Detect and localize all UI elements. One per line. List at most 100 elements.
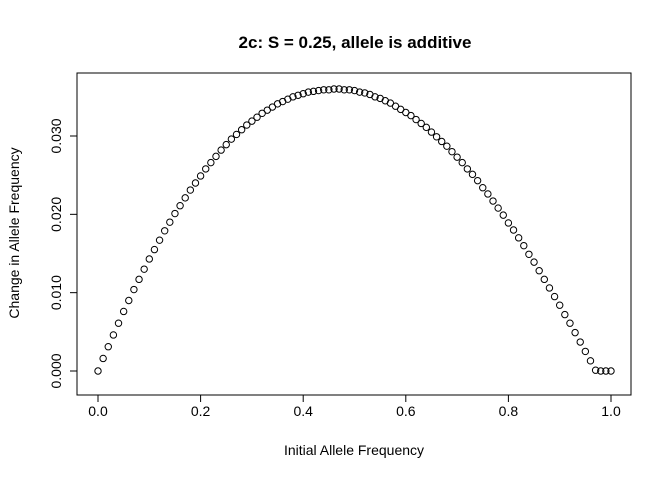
data-point bbox=[294, 91, 302, 99]
data-point bbox=[340, 86, 348, 94]
plot-frame bbox=[76, 72, 632, 396]
data-point bbox=[494, 204, 502, 212]
x-tick-label: 0.0 bbox=[88, 403, 108, 419]
data-point bbox=[540, 275, 549, 284]
data-point bbox=[514, 234, 523, 242]
data-point bbox=[345, 86, 354, 94]
data-point bbox=[412, 115, 420, 124]
x-tick-label: 0.6 bbox=[396, 403, 416, 419]
x-axis: 0.0 0.2 0.4 0.6 0.8 1.0 bbox=[88, 394, 621, 419]
data-point bbox=[125, 296, 133, 305]
data-point bbox=[119, 307, 128, 316]
y-tick-label: 0.000 bbox=[48, 353, 64, 388]
data-point bbox=[289, 93, 297, 101]
data-point bbox=[591, 366, 600, 374]
data-point bbox=[212, 152, 220, 161]
data-point bbox=[181, 194, 189, 202]
data-point bbox=[104, 343, 112, 351]
y-axis-label: Change in Allele Frequency bbox=[6, 147, 22, 318]
data-point bbox=[473, 176, 482, 185]
data-point bbox=[243, 121, 251, 129]
data-point bbox=[150, 245, 159, 254]
data-point bbox=[458, 158, 466, 167]
x-tick-label: 0.2 bbox=[191, 403, 211, 419]
data-point bbox=[432, 133, 441, 141]
data-point bbox=[202, 165, 210, 173]
data-point bbox=[586, 357, 595, 365]
data-point bbox=[304, 88, 313, 96]
data-points bbox=[94, 85, 615, 375]
data-point bbox=[248, 117, 256, 125]
data-point bbox=[371, 93, 379, 101]
data-point bbox=[417, 119, 425, 128]
data-point bbox=[171, 209, 179, 218]
data-point bbox=[550, 292, 559, 301]
data-point bbox=[186, 186, 195, 194]
data-point bbox=[602, 367, 610, 375]
data-point bbox=[545, 284, 554, 292]
data-point bbox=[176, 202, 184, 210]
y-axis: 0.000 0.010 0.020 0.030 bbox=[48, 118, 78, 389]
chart-title: 2c: S = 0.25, allele is additive bbox=[239, 33, 472, 52]
data-point bbox=[499, 211, 507, 219]
data-point bbox=[222, 140, 230, 149]
data-point bbox=[571, 328, 579, 337]
data-point bbox=[232, 130, 241, 139]
data-point bbox=[484, 190, 492, 198]
data-point bbox=[530, 258, 538, 266]
data-point bbox=[535, 267, 543, 275]
data-point bbox=[520, 241, 528, 250]
data-point bbox=[155, 236, 164, 244]
data-point bbox=[561, 310, 569, 319]
data-point bbox=[145, 255, 154, 263]
data-point bbox=[135, 275, 143, 284]
data-point bbox=[463, 165, 472, 173]
data-point bbox=[335, 85, 343, 93]
data-point bbox=[453, 153, 461, 161]
y-tick-label: 0.010 bbox=[48, 275, 64, 310]
data-point bbox=[217, 146, 225, 154]
data-point bbox=[237, 126, 246, 134]
data-point bbox=[130, 285, 138, 294]
data-point bbox=[566, 319, 574, 327]
data-point bbox=[350, 86, 359, 95]
data-point bbox=[597, 367, 605, 375]
data-point bbox=[607, 367, 615, 375]
data-point bbox=[438, 137, 446, 146]
data-point bbox=[299, 90, 307, 98]
data-point bbox=[361, 89, 369, 97]
x-tick-label: 1.0 bbox=[601, 403, 621, 419]
data-point bbox=[427, 128, 436, 136]
data-point bbox=[227, 135, 236, 143]
y-tick-label: 0.020 bbox=[48, 197, 64, 232]
data-point bbox=[114, 319, 123, 327]
data-point bbox=[443, 142, 451, 150]
data-point bbox=[314, 86, 323, 95]
data-point bbox=[576, 338, 584, 346]
data-point bbox=[160, 227, 169, 235]
data-point bbox=[320, 86, 328, 94]
data-point bbox=[509, 226, 518, 234]
x-tick-label: 0.4 bbox=[293, 403, 313, 419]
data-point bbox=[448, 147, 456, 156]
x-tick-label: 0.8 bbox=[499, 403, 519, 419]
data-point bbox=[325, 86, 333, 94]
data-point bbox=[330, 85, 338, 93]
data-point bbox=[422, 123, 431, 132]
data-point bbox=[99, 354, 107, 363]
data-point bbox=[525, 250, 533, 258]
data-point bbox=[140, 265, 148, 273]
data-point bbox=[355, 88, 364, 96]
data-point bbox=[191, 179, 200, 187]
data-point bbox=[253, 113, 261, 121]
data-point bbox=[109, 331, 118, 339]
y-tick-label: 0.030 bbox=[48, 118, 64, 153]
data-point bbox=[479, 184, 487, 192]
data-point bbox=[196, 172, 205, 180]
data-point bbox=[94, 367, 102, 375]
data-point bbox=[504, 219, 513, 227]
x-axis-label: Initial Allele Frequency bbox=[284, 442, 424, 458]
data-point bbox=[468, 170, 477, 179]
data-point bbox=[407, 111, 415, 120]
